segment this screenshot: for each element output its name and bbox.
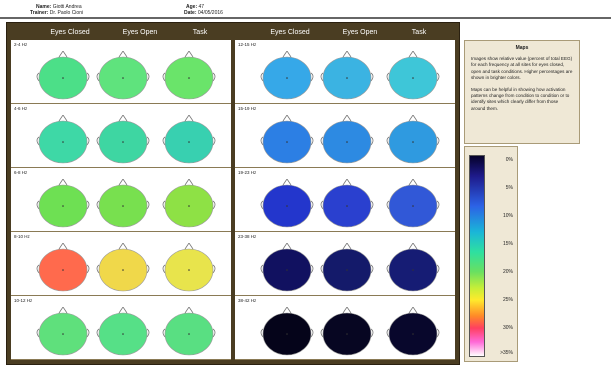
legend-tick-25: 25%	[502, 297, 513, 303]
info-paragraph-2: Maps can be helpful in showing how activ…	[471, 87, 570, 111]
eyes-closed-headmap	[36, 307, 90, 356]
eyes-open-headmap	[320, 307, 374, 356]
task-headmap	[162, 179, 216, 228]
eyes-open-headmap	[96, 51, 150, 100]
task-headmap	[386, 243, 440, 292]
eyes-closed-headmap	[260, 51, 314, 100]
eyes-open-headmap	[96, 307, 150, 356]
band-row-left-0: 2-4 Hz	[11, 40, 231, 104]
name-label: Name:	[36, 4, 52, 10]
legend-tick-35: >35%	[500, 350, 513, 356]
eyes-closed-headmap	[36, 179, 90, 228]
maps-info-box: Maps Images show relative value (percent…	[464, 40, 580, 144]
legend-tick-30: 30%	[502, 325, 513, 331]
right-map-grid: 12-15 Hz 15-19 Hz 19-23 Hz 23-38 Hz 38-42 Hz	[235, 40, 455, 360]
band-label: 19-23 Hz	[238, 170, 257, 175]
name-value: Giotti Andrea	[52, 4, 82, 10]
date-label: Date:	[184, 10, 197, 16]
band-row-left-4: 10-12 Hz	[11, 296, 231, 360]
task-headmap	[386, 307, 440, 356]
eyes-open-headmap	[320, 115, 374, 164]
band-label: 10-12 Hz	[14, 298, 33, 303]
band-label: 2-4 Hz	[14, 42, 28, 47]
eyes-closed-headmap	[36, 51, 90, 100]
band-row-right-4: 38-42 Hz	[235, 296, 455, 360]
band-label: 6-8 Hz	[14, 170, 28, 175]
band-label: 8-10 Hz	[14, 234, 30, 239]
eyes-open-headmap	[96, 179, 150, 228]
task-headmap	[162, 243, 216, 292]
col-task-left: Task	[192, 29, 208, 36]
trainer-label: Trainer:	[30, 10, 49, 16]
legend-tick-10: 10%	[502, 213, 513, 219]
legend-tick-15: 15%	[502, 241, 513, 247]
col-eyes-closed-right: Eyes Closed	[270, 29, 310, 36]
eyes-open-headmap	[320, 243, 374, 292]
eyes-closed-headmap	[260, 243, 314, 292]
age-field: Age: 47	[186, 4, 204, 10]
band-row-right-1: 15-19 Hz	[235, 104, 455, 168]
band-label: 12-15 Hz	[238, 42, 257, 47]
eyes-open-headmap	[320, 179, 374, 228]
eyes-closed-headmap	[260, 179, 314, 228]
band-row-right-3: 23-38 Hz	[235, 232, 455, 296]
band-row-left-1: 4-6 Hz	[11, 104, 231, 168]
date-value: 04/05/2016	[197, 10, 223, 16]
band-label: 23-38 Hz	[238, 234, 257, 239]
band-row-left-3: 8-10 Hz	[11, 232, 231, 296]
legend-tick-0: 0%	[505, 157, 513, 163]
eyes-closed-headmap	[260, 115, 314, 164]
eyes-open-headmap	[96, 115, 150, 164]
task-headmap	[162, 51, 216, 100]
task-headmap	[162, 307, 216, 356]
header-rule	[0, 17, 611, 19]
band-row-left-2: 6-8 Hz	[11, 168, 231, 232]
age-value: 47	[198, 4, 205, 10]
band-row-right-2: 19-23 Hz	[235, 168, 455, 232]
col-eyes-closed-left: Eyes Closed	[50, 29, 90, 36]
date-field: Date: 04/05/2016	[184, 10, 223, 16]
eyes-closed-headmap	[36, 115, 90, 164]
info-paragraph-1: Images show relative value (percent of t…	[471, 56, 573, 80]
eyes-closed-headmap	[260, 307, 314, 356]
legend-tick-5: 5%	[505, 185, 513, 191]
trainer-field: Trainer: Dr. Paolo Cioni	[30, 10, 83, 16]
band-label: 15-19 Hz	[238, 106, 257, 111]
band-label: 38-42 Hz	[238, 298, 257, 303]
info-title: Maps	[515, 45, 529, 51]
color-scale-bar	[469, 155, 485, 357]
trainer-value: Dr. Paolo Cioni	[49, 10, 84, 16]
legend-tick-20: 20%	[502, 269, 513, 275]
age-label: Age:	[186, 4, 198, 10]
band-label: 4-6 Hz	[14, 106, 28, 111]
col-task-right: Task	[411, 29, 427, 36]
band-row-right-0: 12-15 Hz	[235, 40, 455, 104]
task-headmap	[386, 51, 440, 100]
eyes-closed-headmap	[36, 243, 90, 292]
color-scale-legend: 0% 5% 10% 15% 20% 25% 30% >35%	[464, 146, 518, 362]
task-headmap	[386, 179, 440, 228]
eyes-open-headmap	[96, 243, 150, 292]
col-eyes-open-right: Eyes Open	[342, 29, 378, 36]
left-map-grid: 2-4 Hz 4-6 Hz 6-8 Hz 8-10 Hz 10-12 Hz	[11, 40, 231, 360]
task-headmap	[162, 115, 216, 164]
col-eyes-open-left: Eyes Open	[122, 29, 158, 36]
task-headmap	[386, 115, 440, 164]
eyes-open-headmap	[320, 51, 374, 100]
name-field: Name: Giotti Andrea	[36, 4, 82, 10]
